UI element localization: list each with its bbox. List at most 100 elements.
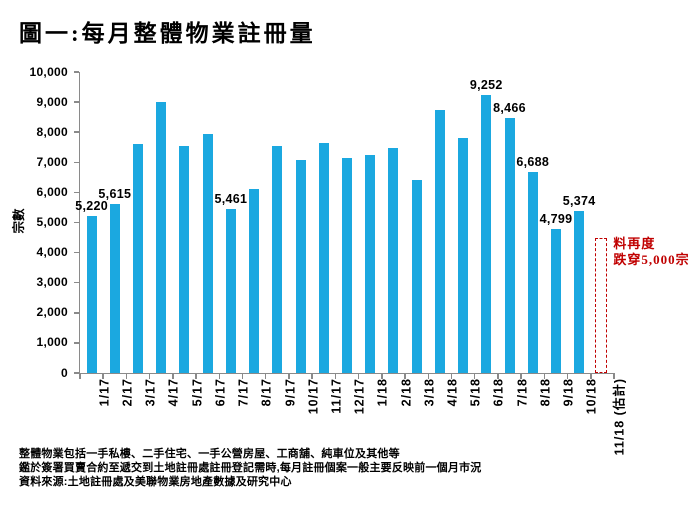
x-axis-tick (497, 373, 499, 379)
y-axis-label-9,000: 9,000 (36, 94, 68, 109)
x-axis-tick (566, 373, 569, 379)
y-axis-tick (73, 101, 79, 103)
y-axis-label-7,000: 7,000 (36, 154, 68, 169)
x-axis-tick (172, 373, 174, 379)
x-axis-label-text: 3/18 (422, 378, 437, 407)
bar-value-label-8/18: 6,688 (516, 154, 550, 169)
x-axis-label-text: 5/17 (189, 378, 204, 407)
bar-value-label-1/17: 5,220 (75, 198, 108, 213)
y-axis-tick (73, 71, 79, 73)
y-axis-label-4,000: 4,000 (36, 245, 68, 260)
x-axis-label-text: 9/17 (282, 378, 297, 407)
x-axis-label-text: 1/18 (375, 378, 390, 407)
bar-8/17 (249, 188, 260, 373)
x-axis-tick (264, 373, 267, 379)
bar-1/17 (86, 215, 97, 373)
x-axis-tick (148, 373, 151, 379)
bar-4/18 (434, 109, 445, 373)
x-axis-label-text: 6/17 (213, 378, 228, 407)
bar-3/18 (411, 180, 422, 373)
bar-value-label-10/18: 5,374 (562, 194, 596, 209)
bar-6/17 (202, 133, 213, 373)
y-axis-tick (73, 131, 79, 133)
bar-7/18 (504, 118, 515, 373)
y-axis-tick (73, 342, 79, 344)
x-axis-tick (357, 373, 360, 379)
x-axis-label-text: 5/18 (468, 378, 483, 407)
x-axis-tick (79, 373, 81, 379)
bar-9/17 (272, 146, 283, 373)
x-axis-label-text: 11/17 (329, 378, 344, 414)
y-axis-tick (73, 372, 79, 374)
chart-title: 圖一:每月整體物業註冊量 (19, 21, 316, 46)
bar-value-label-7/17: 5,461 (214, 191, 248, 206)
bar-10/18 (574, 211, 585, 373)
x-axis-tick (613, 373, 615, 379)
bar-1/18 (365, 155, 376, 373)
x-axis-label-text: 1/17 (97, 378, 112, 407)
x-axis-label-text: 4/17 (166, 378, 181, 407)
y-axis-label-2,000: 2,000 (36, 305, 68, 320)
x-axis-tick (311, 373, 313, 379)
bar-12/17 (342, 158, 352, 373)
x-axis-tick (125, 373, 128, 379)
x-axis-label-text: 8/17 (259, 378, 274, 407)
bar-2/18 (388, 148, 399, 373)
x-axis-tick (543, 373, 546, 379)
x-axis-label-text: 8/18 (538, 378, 553, 407)
bar-value-label-7/18: 8,466 (493, 101, 526, 116)
x-axis-tick (102, 373, 104, 379)
estimate-note-line1: 料再度 (613, 235, 656, 251)
x-axis-tick (427, 373, 429, 379)
estimate-note: 料再度 跌穿5,000宗 (613, 236, 689, 268)
x-axis-label-text: 6/18 (491, 378, 506, 407)
estimate-note-line2: 跌穿5,000宗 (613, 251, 690, 267)
bar-value-label-2/17: 5,615 (98, 187, 132, 201)
x-axis-label-text: 10/17 (306, 378, 321, 415)
x-axis-label-text: 7/17 (236, 378, 251, 407)
bar-7/17 (225, 208, 236, 373)
x-axis-tick (195, 373, 197, 379)
x-axis-label-text: 2/17 (120, 378, 135, 407)
bar-8/18 (527, 171, 538, 373)
footnotes: 整體物業包括一手私樓、二手住宅、一手公營房屋、工商舖、純車位及其他等 鑑於簽署買… (19, 447, 481, 489)
y-axis-label-1,000: 1,000 (36, 335, 68, 350)
bar-4/17 (156, 102, 167, 373)
x-axis-tick (520, 373, 522, 379)
y-axis-tick (73, 191, 79, 194)
x-axis-tick (288, 373, 290, 379)
x-axis-tick (450, 373, 453, 379)
y-axis-label-0: 0 (61, 365, 68, 380)
x-axis-tick (473, 373, 476, 379)
x-axis-tick (381, 373, 383, 379)
footnote-line-2: 鑑於簽署買賣合約至遞交到土地註冊處註冊登記需時,每月註冊個案一般主要反映前一個月… (19, 462, 482, 474)
bar-11/17 (318, 143, 329, 373)
x-axis-label-text: 11/18 (估計) (611, 378, 626, 456)
bar-3/17 (133, 143, 144, 373)
plot-area: 料再度 跌穿5,000宗 5,220 5,615 5,461 9,252 8,466 6,… (73, 71, 689, 379)
x-axis-tick (218, 373, 221, 379)
y-axis-label-3,000: 3,000 (36, 275, 68, 290)
bar-value-label-9/18: 4,799 (539, 211, 573, 226)
y-axis-label-8,000: 8,000 (36, 124, 68, 139)
y-axis-tick (73, 221, 79, 224)
x-axis-label-text: 4/18 (445, 378, 460, 407)
footnote-line-1: 整體物業包括一手私樓、二手住宅、一手公營房屋、工商舖、純車位及其他等 (19, 448, 400, 460)
y-axis-tick (73, 251, 79, 254)
y-axis-label-10,000: 10,000 (29, 64, 68, 79)
x-axis-tick (590, 373, 592, 379)
bar-2/17 (109, 204, 120, 373)
footnote-line-3: 資料來源:土地註冊處及美聯物業房地產數據及研究中心 (19, 476, 292, 488)
x-axis-label-text: 2/18 (398, 378, 413, 407)
bar-value-label-6/18: 9,252 (469, 77, 503, 92)
x-axis-label-text: 10/18 (584, 378, 599, 415)
bar-5/18 (458, 138, 469, 373)
estimate-dashed-box (595, 237, 608, 373)
bar-5/17 (179, 146, 190, 373)
bar-9/18 (550, 228, 561, 373)
y-axis-tick (73, 281, 79, 284)
bar-6/18 (481, 94, 492, 373)
y-axis-label-6,000: 6,000 (36, 184, 68, 199)
x-axis-tick (334, 373, 337, 379)
